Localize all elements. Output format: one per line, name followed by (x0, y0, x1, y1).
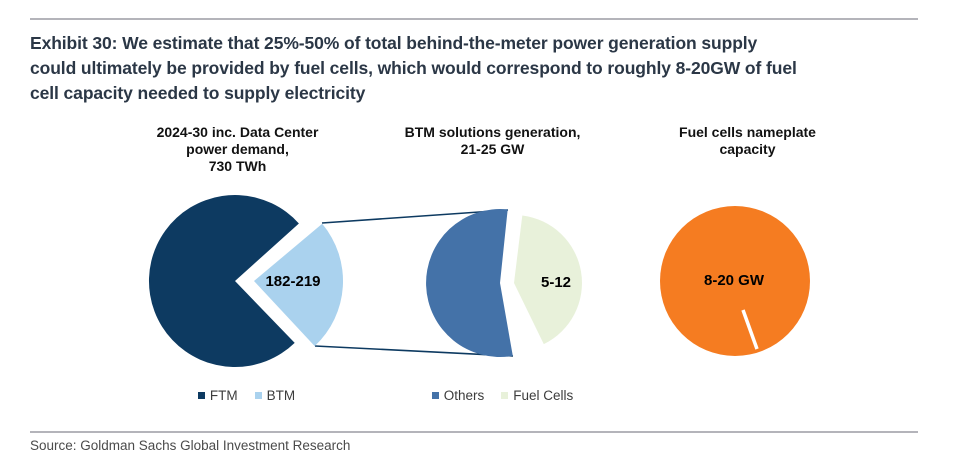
pie3-title: Fuel cells nameplate capacity (630, 124, 865, 158)
pie2-title-line: 21-25 GW (460, 141, 525, 157)
legend-item-ftm: FTM (197, 388, 238, 403)
pie1-title: 2024-30 inc. Data Center power demand, 7… (120, 124, 355, 175)
fuel-cells-slice (514, 215, 582, 345)
btm-slice (254, 223, 344, 347)
connector-bottom-line (314, 345, 514, 357)
fuel-cells-swatch-icon (501, 392, 509, 399)
pie2-title: BTM solutions generation, 21-25 GW (375, 124, 610, 158)
nameplate-value-label: 8-20 GW (704, 272, 765, 289)
btm-swatch-icon (254, 392, 262, 399)
legend-label-btm: BTM (266, 388, 296, 403)
pie2-title-line: BTM solutions generation, (404, 124, 581, 140)
source-line: Source: Goldman Sachs Global Investment … (30, 438, 351, 453)
legend-label-others: Others (443, 388, 485, 403)
nameplate-sliver (741, 309, 759, 350)
exhibit-title-line: could ultimately be provided by fuel cel… (30, 58, 797, 78)
ftm-slice (148, 195, 299, 368)
fuel-cells-value-label: 5-12 (541, 274, 571, 291)
exhibit-title-line: cell capacity needed to supply electrici… (30, 83, 366, 103)
exhibit-title: Exhibit 30: We estimate that 25%-50% of … (30, 31, 950, 106)
legend-label-fuel-cells: Fuel Cells (513, 388, 574, 403)
legend-item-btm: BTM (254, 388, 296, 403)
pie2-legend: Others Fuel Cells (385, 388, 620, 403)
others-slice (426, 209, 513, 358)
pie3-title-line: capacity (719, 141, 776, 157)
legend-label-ftm: FTM (209, 388, 238, 403)
exhibit-title-line: Exhibit 30: We estimate that 25%-50% of … (30, 33, 758, 53)
pie1-legend: FTM BTM (129, 388, 364, 403)
ftm-swatch-icon (197, 392, 205, 399)
top-divider (30, 18, 918, 20)
btm-value-label: 182-219 (265, 273, 320, 290)
others-swatch-icon (431, 392, 439, 399)
nameplate-pie (660, 206, 810, 356)
pie1-title-line: 730 TWh (208, 158, 267, 174)
legend-item-fuel-cells: Fuel Cells (501, 388, 573, 403)
bottom-divider (30, 431, 918, 433)
pie1-title-line: power demand, (186, 141, 289, 157)
connector-top-line (321, 209, 509, 224)
pie3-title-line: Fuel cells nameplate (679, 124, 816, 140)
pie1-title-line: 2024-30 inc. Data Center (156, 124, 319, 140)
legend-item-others: Others (431, 388, 485, 403)
